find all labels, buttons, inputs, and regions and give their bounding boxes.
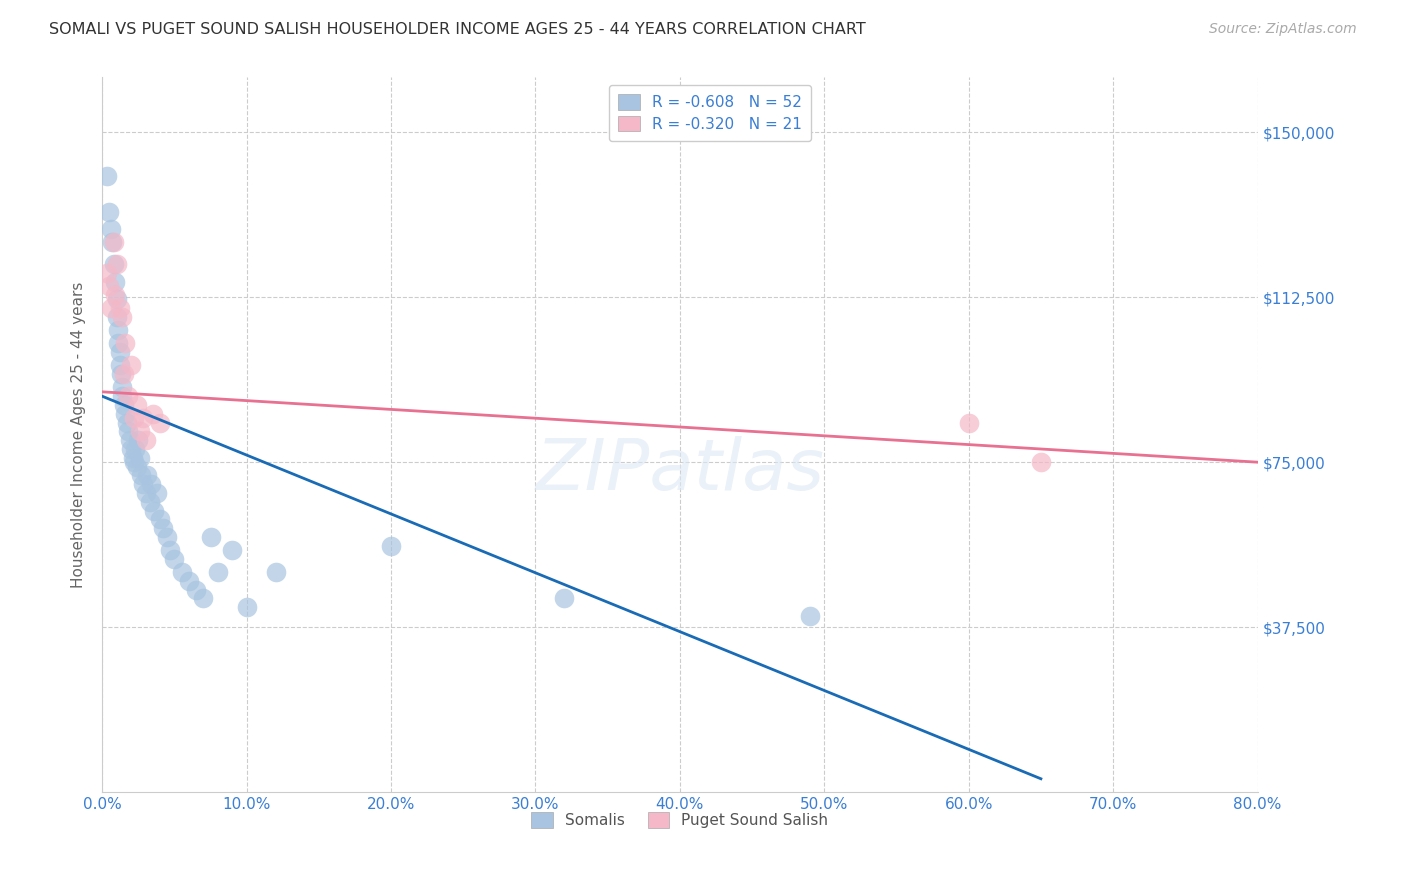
Point	[131, 411, 153, 425]
Point	[264, 565, 287, 579]
Point	[235, 600, 257, 615]
Point	[105, 293, 128, 307]
Point	[1029, 455, 1052, 469]
Point	[163, 552, 186, 566]
Point	[120, 359, 142, 373]
Point	[103, 257, 125, 271]
Point	[112, 398, 135, 412]
Point	[152, 521, 174, 535]
Point	[98, 279, 121, 293]
Point	[117, 425, 139, 439]
Text: SOMALI VS PUGET SOUND SALISH HOUSEHOLDER INCOME AGES 25 - 44 YEARS CORRELATION C: SOMALI VS PUGET SOUND SALISH HOUSEHOLDER…	[49, 22, 866, 37]
Point	[104, 288, 127, 302]
Legend: Somalis, Puget Sound Salish: Somalis, Puget Sound Salish	[526, 806, 835, 834]
Point	[114, 407, 136, 421]
Point	[111, 389, 134, 403]
Point	[107, 323, 129, 337]
Point	[128, 450, 150, 465]
Point	[120, 442, 142, 456]
Point	[96, 266, 118, 280]
Point	[125, 398, 148, 412]
Point	[139, 495, 162, 509]
Point	[101, 235, 124, 250]
Text: ZIPatlas: ZIPatlas	[536, 436, 824, 505]
Point	[100, 301, 122, 316]
Point	[103, 235, 125, 250]
Point	[200, 530, 222, 544]
Point	[221, 543, 243, 558]
Point	[98, 204, 121, 219]
Point	[118, 433, 141, 447]
Point	[114, 336, 136, 351]
Text: Source: ZipAtlas.com: Source: ZipAtlas.com	[1209, 22, 1357, 37]
Point	[111, 310, 134, 324]
Point	[117, 389, 139, 403]
Point	[129, 468, 152, 483]
Point	[105, 257, 128, 271]
Point	[105, 310, 128, 324]
Point	[143, 503, 166, 517]
Point	[135, 433, 157, 447]
Point	[207, 565, 229, 579]
Point	[149, 512, 172, 526]
Point	[108, 301, 131, 316]
Point	[156, 530, 179, 544]
Point	[957, 416, 980, 430]
Point	[146, 486, 169, 500]
Point	[170, 565, 193, 579]
Point	[193, 591, 215, 606]
Point	[112, 368, 135, 382]
Point	[122, 455, 145, 469]
Point	[380, 539, 402, 553]
Point	[100, 222, 122, 236]
Point	[136, 468, 159, 483]
Point	[127, 433, 149, 447]
Point	[124, 442, 146, 456]
Point	[184, 582, 207, 597]
Y-axis label: Householder Income Ages 25 - 44 years: Householder Income Ages 25 - 44 years	[72, 282, 86, 588]
Point	[125, 459, 148, 474]
Point	[149, 416, 172, 430]
Point	[108, 359, 131, 373]
Point	[159, 543, 181, 558]
Point	[108, 345, 131, 359]
Point	[96, 169, 118, 184]
Point	[121, 450, 143, 465]
Point	[110, 368, 132, 382]
Point	[111, 380, 134, 394]
Point	[553, 591, 575, 606]
Point	[128, 425, 150, 439]
Point	[142, 407, 165, 421]
Point	[135, 486, 157, 500]
Point	[141, 477, 163, 491]
Point	[115, 416, 138, 430]
Point	[799, 609, 821, 624]
Point	[107, 336, 129, 351]
Point	[131, 477, 153, 491]
Point	[104, 275, 127, 289]
Point	[122, 411, 145, 425]
Point	[177, 574, 200, 588]
